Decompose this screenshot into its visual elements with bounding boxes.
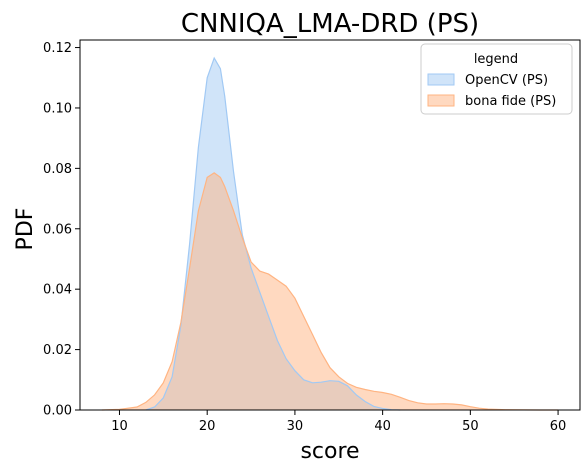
y-axis-label: PDF bbox=[13, 208, 38, 251]
legend: legend OpenCV (PS) bona fide (PS) bbox=[420, 43, 573, 115]
plot-area bbox=[79, 39, 581, 411]
legend-swatch-bonafide bbox=[427, 94, 455, 107]
y-tick-label: 0.10 bbox=[43, 101, 72, 116]
x-tick-label: 60 bbox=[550, 419, 567, 434]
y-tick-label: 0.06 bbox=[43, 222, 72, 237]
series-layer bbox=[101, 56, 559, 411]
y-tick-label: 0.04 bbox=[43, 283, 72, 298]
plot-frame bbox=[79, 39, 581, 411]
y-tick-label: 0.02 bbox=[43, 343, 72, 358]
legend-title: legend bbox=[474, 52, 518, 67]
x-axis-ticks: 10 20 30 40 50 60 bbox=[111, 410, 566, 434]
bonafide-density-area bbox=[101, 172, 559, 410]
legend-swatch-opencv bbox=[427, 73, 455, 86]
y-axis-ticks: 0.00 0.02 0.04 0.06 0.08 0.10 0.12 bbox=[43, 41, 80, 419]
legend-label-opencv: OpenCV (PS) bbox=[465, 73, 548, 88]
x-tick-label: 20 bbox=[199, 419, 216, 434]
x-tick-label: 50 bbox=[462, 419, 479, 434]
x-tick-label: 30 bbox=[287, 419, 304, 434]
y-tick-label: 0.12 bbox=[43, 41, 72, 56]
legend-label-bonafide: bona fide (PS) bbox=[465, 94, 556, 109]
opencv-density-line bbox=[145, 56, 401, 411]
y-tick-label: 0.00 bbox=[43, 404, 72, 419]
bonafide-density-line bbox=[101, 172, 559, 411]
y-tick-label: 0.08 bbox=[43, 162, 72, 177]
legend-box bbox=[420, 43, 573, 115]
x-tick-label: 10 bbox=[111, 419, 128, 434]
x-axis-label: score bbox=[300, 439, 359, 464]
x-tick-label: 40 bbox=[374, 419, 391, 434]
chart-title: CNNIQA_LMA-DRD (PS) bbox=[181, 9, 479, 39]
